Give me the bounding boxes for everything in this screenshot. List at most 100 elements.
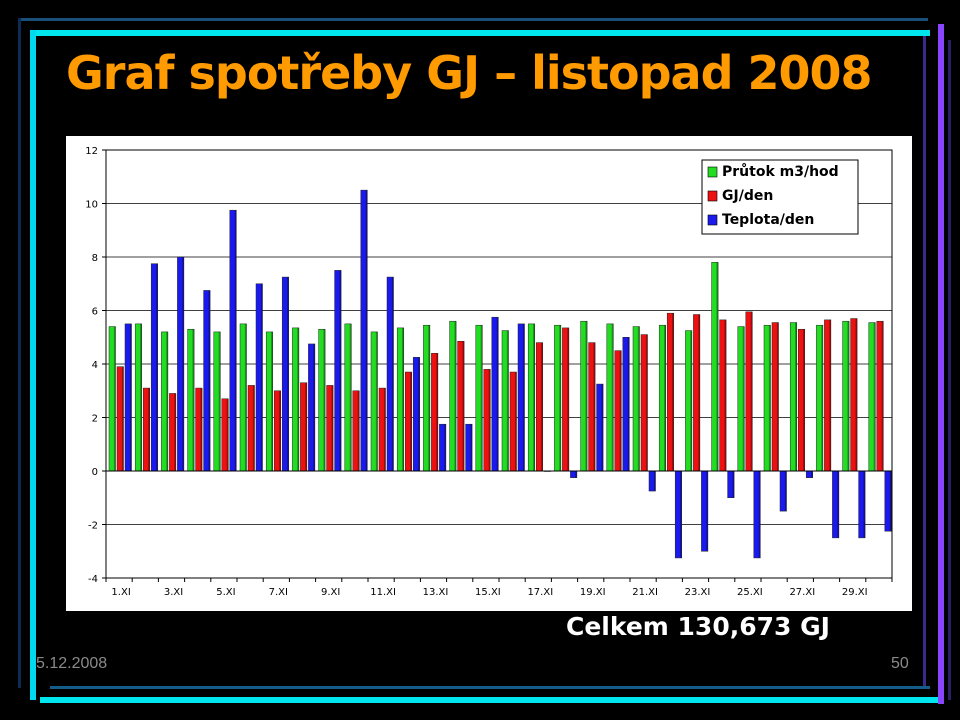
- bar-edge: [672, 313, 674, 471]
- bar-edge: [855, 318, 858, 471]
- frame-line-right-inner: [923, 36, 926, 686]
- bar-edge: [279, 390, 281, 471]
- bar-edge: [323, 329, 326, 471]
- bar-edge: [234, 210, 237, 471]
- frame-line-bottom: [40, 697, 940, 703]
- bar-edge: [619, 350, 622, 471]
- bar-edge: [575, 471, 577, 478]
- y-tick-label: 4: [92, 360, 98, 371]
- bar-edge: [365, 190, 368, 471]
- y-tick-label: -2: [88, 521, 98, 532]
- bar-edge: [881, 321, 884, 471]
- bar-edge: [444, 424, 446, 471]
- bar-edge: [208, 290, 211, 471]
- frame-line-bottom-inner: [50, 686, 930, 689]
- bar-edge: [585, 321, 588, 471]
- x-tick-label: 3.XI: [164, 587, 183, 598]
- bar-edge: [121, 366, 124, 471]
- frame-line-right: [938, 24, 944, 704]
- bar-edge: [847, 321, 850, 471]
- frame-line-left: [30, 30, 36, 700]
- bar-edge: [454, 321, 457, 471]
- bar-edge: [680, 471, 682, 558]
- bar-edge: [611, 323, 614, 471]
- y-tick-label: 12: [85, 146, 98, 157]
- bar-edge: [829, 319, 831, 471]
- legend: [701, 159, 859, 235]
- x-tick-label: 17.XI: [527, 587, 553, 598]
- frame-line-top-outer: [18, 18, 928, 21]
- frame-line-right-outer: [948, 40, 951, 700]
- legend-swatch: [707, 166, 718, 178]
- bar-edge: [514, 372, 517, 471]
- y-tick-label: -4: [88, 574, 98, 585]
- bar-edge: [716, 262, 719, 471]
- bar-edge: [182, 257, 184, 471]
- bar-edge: [496, 317, 499, 471]
- bar-edge: [758, 471, 761, 558]
- legend-swatch: [707, 190, 718, 202]
- x-tick-label: 5.XI: [216, 587, 235, 598]
- x-tick-label: 11.XI: [370, 587, 396, 598]
- bar-edge: [313, 343, 315, 471]
- x-tick-label: 25.XI: [737, 587, 763, 598]
- y-tick-label: 10: [85, 200, 98, 211]
- bar-edge: [200, 388, 203, 471]
- bar-edge: [698, 314, 700, 471]
- bar-edge: [226, 398, 229, 471]
- bar-edge: [732, 471, 735, 498]
- bar-edge: [252, 385, 255, 471]
- y-tick-label: 2: [92, 414, 98, 425]
- bar-edge: [768, 325, 771, 471]
- bar-edge: [140, 323, 142, 471]
- bar-edge: [391, 277, 394, 471]
- bar-edge: [863, 471, 866, 538]
- x-tick-label: 21.XI: [632, 587, 658, 598]
- bar-edge: [750, 311, 753, 471]
- legend-label: GJ/den: [722, 188, 773, 204]
- bar-edge: [706, 471, 708, 552]
- bar-edge: [873, 322, 876, 471]
- bar-edge: [383, 388, 386, 471]
- x-tick-label: 7.XI: [269, 587, 288, 598]
- bar-edge: [166, 331, 168, 471]
- bar-chart: -4 -2 0 2 4 6 8 10 12 1.XI 3.XI 5.XI 7.XI 9.XI 11.XI 13…: [85, 146, 893, 598]
- frame-line-left-outer: [18, 18, 21, 688]
- bar-edge: [533, 323, 535, 471]
- bar-edge: [129, 323, 132, 471]
- bar-edge: [244, 323, 247, 471]
- bar-edge: [724, 319, 727, 471]
- bar-edge: [156, 263, 158, 471]
- bar-edge: [331, 385, 334, 471]
- bar-edge: [349, 323, 352, 471]
- x-tick-label: 29.XI: [842, 587, 868, 598]
- legend-label: Teplota/den: [722, 212, 814, 228]
- bar-edge: [418, 357, 420, 471]
- bar-edge: [260, 283, 263, 471]
- bar-edge: [218, 331, 221, 471]
- bar-edge: [653, 471, 656, 492]
- y-tick-label: 8: [92, 253, 98, 264]
- x-tick-label: 13.XI: [423, 587, 449, 598]
- y-tick-label: 0: [92, 467, 98, 478]
- bar-edge: [593, 342, 596, 471]
- x-tick-label: 1.XI: [111, 587, 130, 598]
- bar-edge: [742, 326, 745, 471]
- bar-edge: [559, 325, 561, 471]
- bar-edge: [462, 341, 465, 471]
- bar-edge: [297, 327, 299, 471]
- bar-edge: [271, 331, 273, 471]
- bar-edge: [541, 342, 543, 471]
- bar-edge: [784, 471, 787, 512]
- total-consumption: Celkem 130,673 GJ: [566, 612, 830, 641]
- slide-title: Graf spotřeby GJ – listopad 2008: [66, 46, 873, 100]
- bar-edge: [821, 325, 823, 471]
- bar-edge: [803, 329, 805, 471]
- bar-edge: [506, 330, 509, 471]
- bar-edge: [436, 353, 438, 471]
- bar-edge: [889, 471, 892, 532]
- bar-edge: [637, 326, 640, 471]
- bar-edge: [837, 471, 839, 538]
- bar-edge: [410, 372, 412, 471]
- footer-date: 5.12.2008: [36, 655, 108, 672]
